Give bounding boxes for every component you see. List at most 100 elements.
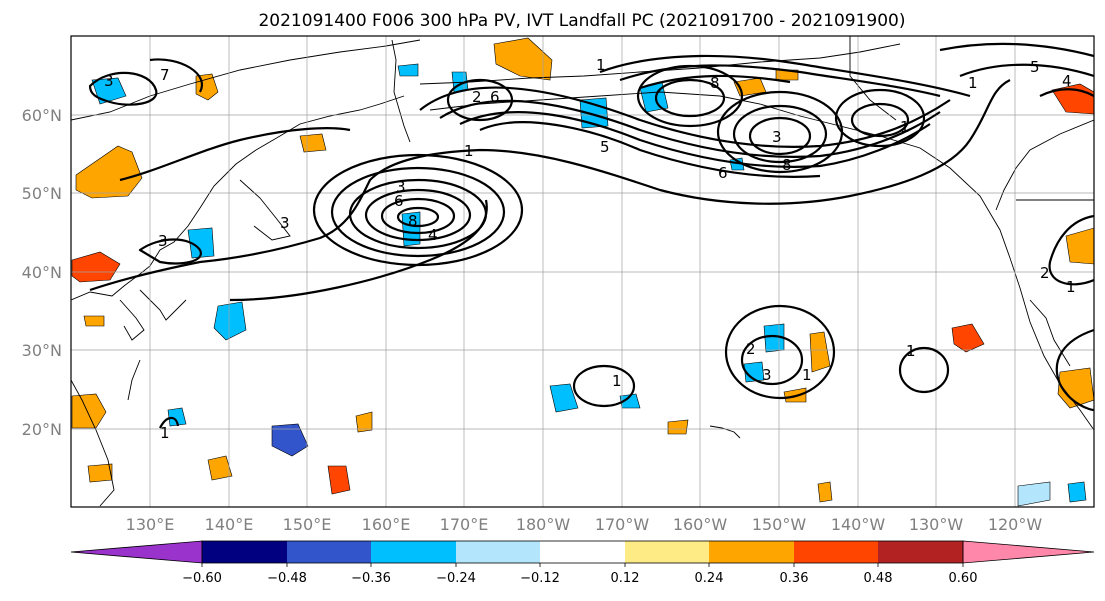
contour-label: 5 (600, 138, 610, 156)
pv-contour (380, 197, 456, 235)
positive-anomaly (71, 251, 121, 283)
colorbar: −0.60 −0.48 −0.36 −0.24 −0.12 0.12 0.24 … (70, 540, 1095, 586)
colorbar-tick-label: −0.24 (436, 571, 476, 586)
figure-title: 2021091400 F006 300 hPa PV, IVT Landfall… (258, 11, 905, 31)
positive-anomaly (299, 133, 327, 153)
lon-label: 130°W (909, 515, 964, 534)
pv-contour (724, 304, 836, 400)
positive-anomaly (207, 455, 233, 481)
pv-contour (439, 99, 941, 158)
lon-label: 170°W (595, 515, 650, 534)
pv-contour (446, 78, 514, 122)
contour-label: 6 (718, 164, 728, 182)
positive-anomaly (493, 37, 553, 81)
pv-contour (312, 153, 524, 267)
positive-anomaly (817, 481, 833, 503)
positive-anomaly (1057, 367, 1094, 409)
colorbar-segment (794, 541, 878, 563)
contour-label: 6 (394, 192, 404, 210)
contour-label: 3 (762, 366, 772, 384)
latitude-labels: 60°N 50°N 40°N 30°N 20°N (22, 106, 62, 439)
contour-label: 3 (104, 72, 114, 90)
pv-contour (1039, 88, 1094, 97)
positive-anomaly (87, 463, 113, 483)
contour-label: 3 (772, 128, 782, 146)
lat-label: 60°N (22, 106, 62, 125)
pv-contour (479, 121, 821, 178)
contour-label: 6 (490, 88, 500, 106)
contour-label: 4 (428, 226, 438, 244)
colorbar-tick-label: 0.60 (949, 571, 978, 586)
contour-labels: 3 7 1 6 2 8 1 5 6 3 8 1 5 4 1 3 3 8 6 4 (104, 56, 1076, 442)
negative-anomaly (271, 423, 309, 457)
pv-contour (89, 79, 1011, 292)
pv-contour (88, 71, 158, 106)
colorbar-segment (878, 541, 963, 563)
contour-label: 1 (906, 342, 916, 360)
pv-contour (330, 166, 506, 258)
pv-contour (636, 64, 744, 128)
lon-label: 160°W (673, 515, 728, 534)
contour-label: 1 (1066, 278, 1076, 296)
colorbar-extend-right (962, 540, 1095, 564)
colorbar-tick-label: −0.36 (351, 571, 391, 586)
positive-anomaly (1065, 227, 1094, 265)
colorbar-tick-label: 0.36 (780, 571, 809, 586)
pv-contour (572, 364, 636, 408)
contour-label: 2 (746, 340, 756, 358)
longitude-labels: 130°E 140°E 150°E 160°E 170°E 180°W 170°… (126, 515, 1043, 534)
pv-contour (959, 63, 1094, 78)
lat-label: 20°N (22, 420, 62, 439)
negative-anomaly (167, 407, 187, 427)
pv-contour (748, 116, 812, 156)
contour-label: 1 (464, 142, 474, 160)
colorbar-tick-label: 0.12 (611, 571, 640, 586)
pv-contours (88, 42, 1094, 429)
positive-anomaly (83, 315, 105, 327)
pv-contour (1055, 328, 1094, 412)
contour-label: 8 (710, 74, 720, 92)
negative-anomaly (1017, 481, 1051, 507)
pv-contour (732, 104, 828, 164)
lon-label: 150°W (752, 515, 807, 534)
pv-contour (119, 127, 351, 182)
lat-label: 40°N (22, 263, 62, 282)
colorbar-segment (540, 541, 625, 563)
pv-contour (654, 78, 726, 118)
coastlines (71, 36, 1094, 507)
colorbar-tick-label: −0.12 (520, 571, 560, 586)
map-panel: 3 7 1 6 2 8 1 5 6 3 8 1 5 4 1 3 3 8 6 4 (70, 35, 1095, 508)
colorbar-segment (371, 541, 456, 563)
contour-label: 8 (782, 156, 792, 174)
lon-label: 170°E (440, 515, 489, 534)
contour-label: 1 (802, 366, 812, 384)
positive-anomaly (71, 393, 107, 429)
positive-anomaly (667, 419, 689, 435)
pv-contour (159, 416, 180, 429)
positive-anomaly (355, 411, 373, 433)
pv-contour (599, 54, 971, 98)
contour-label: 1 (968, 74, 978, 92)
colorbar-outline (201, 540, 964, 564)
pv-contour (834, 88, 926, 148)
contour-label: 3 (396, 178, 406, 196)
pv-contour (740, 334, 804, 386)
pv-contour (939, 42, 1094, 58)
contour-label: 1 (612, 372, 622, 390)
lon-label: 130°E (126, 515, 175, 534)
pv-contour (459, 111, 931, 168)
pv-contour (639, 74, 791, 90)
pv-contour (364, 188, 472, 242)
contour-label: 1 (900, 118, 910, 136)
negative-anomaly (397, 63, 419, 77)
lon-label: 160°E (362, 515, 411, 534)
negative-anomaly (743, 361, 765, 383)
contour-label: 1 (596, 56, 606, 74)
positive-anomaly (75, 145, 143, 199)
contour-label: 8 (408, 212, 418, 230)
colorbar-segment (287, 541, 371, 563)
pv-contour (149, 58, 203, 93)
contour-label: 2 (472, 88, 482, 106)
pv-contour (850, 102, 910, 138)
colorbar-tick-label: 0.48 (864, 571, 893, 586)
